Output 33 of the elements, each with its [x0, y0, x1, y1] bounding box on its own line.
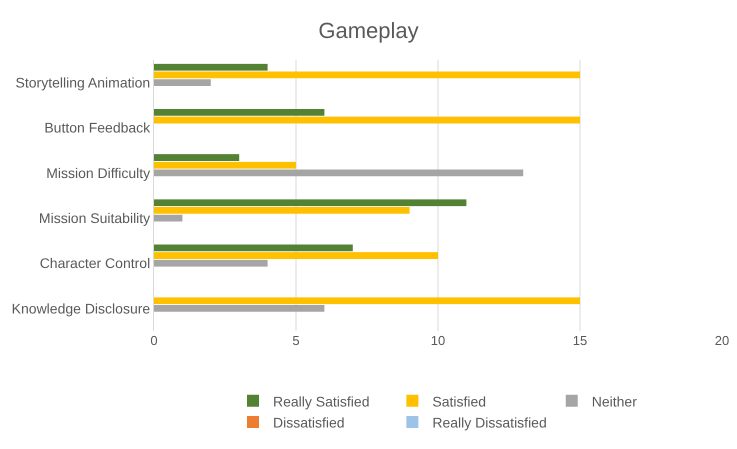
legend-label: Satisfied: [432, 393, 486, 410]
bar: [154, 79, 211, 86]
y-tick-label: Mission Suitability: [38, 210, 150, 226]
y-tick-label: Character Control: [40, 255, 150, 272]
x-tick-label: 10: [430, 333, 446, 348]
y-tick-label: Storytelling Animation: [16, 74, 150, 90]
bar: [154, 244, 353, 252]
bar: [154, 207, 410, 214]
x-tick-label: 20: [714, 333, 730, 348]
bar: [154, 305, 324, 312]
legend-label: Neither: [592, 393, 638, 410]
legend-label: Really Satisfied: [273, 393, 370, 410]
bar: [154, 154, 240, 161]
bar: [154, 162, 296, 169]
bar: [154, 64, 268, 71]
legend-label: Dissatisfied: [273, 414, 345, 430]
chart-title: Gameplay: [318, 18, 419, 43]
bar: [154, 109, 324, 116]
bar: [154, 116, 580, 124]
bar: [154, 260, 268, 267]
y-tick-label: Mission Difficulty: [46, 164, 150, 181]
bar: [154, 170, 524, 176]
y-tick-label: Button Feedback: [44, 120, 152, 136]
bar: [154, 297, 580, 304]
bar: [154, 252, 438, 259]
x-tick-label: 5: [292, 333, 300, 348]
y-tick-label: Knowledge Disclosure: [12, 300, 150, 316]
x-tick-label: 15: [572, 333, 588, 348]
bar: [154, 214, 182, 222]
x-tick-label: 0: [150, 333, 158, 348]
bar: [154, 199, 466, 206]
bar: [154, 72, 580, 78]
legend-label: Really Dissatisfied: [432, 414, 547, 430]
